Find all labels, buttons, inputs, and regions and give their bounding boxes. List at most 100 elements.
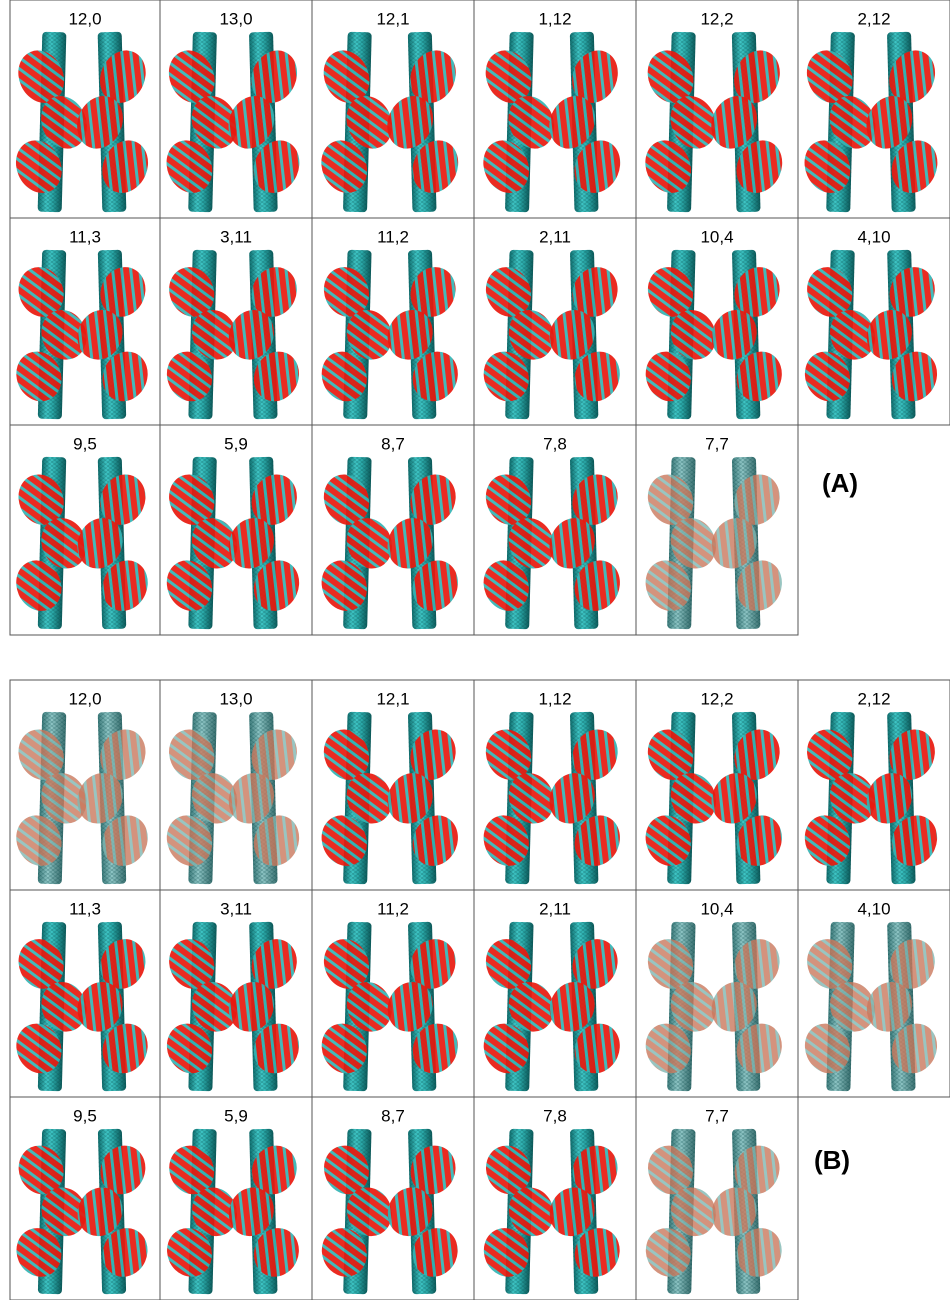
nanotube xyxy=(701,711,791,885)
cell: 4,10 xyxy=(796,218,950,425)
cell-label: 11,3 xyxy=(69,227,101,246)
nanotube xyxy=(218,31,309,213)
cell-label: 3,11 xyxy=(220,899,252,918)
nanotube xyxy=(700,31,791,213)
nanotube xyxy=(377,456,467,630)
cell: 10,4 xyxy=(636,218,798,425)
cell: 1,12 xyxy=(474,680,636,890)
nanotube xyxy=(67,711,157,885)
cell: 2,11 xyxy=(474,218,636,425)
nanotube xyxy=(856,711,946,885)
cell: 7,8 xyxy=(474,425,636,635)
cell: 9,5 xyxy=(7,425,160,635)
panel: 12,0 13,0 12,1 1,12 12,2 2,12 11,3 3,11 11,2 2,11… xyxy=(7,680,950,1300)
nanotube xyxy=(701,456,791,630)
cell-label: 5,9 xyxy=(224,1106,248,1125)
cell: 11,3 xyxy=(7,890,160,1097)
cell: 3,11 xyxy=(158,218,312,425)
figure: 12,0 13,0 12,1 1,12 12,2 2,12 11,3 3,11 11,2 2,11… xyxy=(0,0,950,1300)
nanotube xyxy=(540,1128,629,1295)
nanotube xyxy=(377,249,467,420)
cell: 2,11 xyxy=(474,890,636,1097)
cell: 9,5 xyxy=(7,1097,160,1300)
cell: 2,12 xyxy=(795,0,950,218)
cell-label: 1,12 xyxy=(538,689,571,708)
cell-label: 3,11 xyxy=(220,227,252,246)
cell-label: 12,2 xyxy=(700,689,733,708)
nanotube xyxy=(857,249,947,420)
cell-label: 10,4 xyxy=(700,899,733,918)
cell-label: 2,11 xyxy=(539,899,571,918)
nanotube xyxy=(539,249,629,420)
panel-label: (B) xyxy=(814,1145,850,1175)
cell: 8,7 xyxy=(312,1097,474,1300)
cell-label: 2,12 xyxy=(857,9,890,28)
nanotube xyxy=(218,711,308,885)
nanotube xyxy=(377,711,467,885)
nanotube xyxy=(219,249,309,420)
cell-label: 12,2 xyxy=(700,9,733,28)
cell-label: 9,5 xyxy=(73,1106,97,1125)
cell: 12,1 xyxy=(312,0,474,218)
cell: 5,9 xyxy=(157,425,312,635)
cell: 1,12 xyxy=(474,0,636,218)
cell-label: 12,1 xyxy=(376,9,409,28)
nanotube xyxy=(702,1128,791,1295)
cell-label: 11,2 xyxy=(377,227,409,246)
nanotube xyxy=(539,711,629,885)
nanotube xyxy=(67,1128,156,1295)
cell: 11,3 xyxy=(7,218,160,425)
nanotube xyxy=(377,921,467,1092)
nanotube xyxy=(218,456,308,630)
cell-label: 12,0 xyxy=(68,689,101,708)
nanotube xyxy=(66,31,157,213)
nanotube xyxy=(701,249,791,420)
cell-label: 12,0 xyxy=(68,9,101,28)
cell-label: 11,3 xyxy=(69,899,101,918)
nanotube xyxy=(376,31,467,213)
cell-label: 7,7 xyxy=(705,1106,729,1125)
cell-label: 7,7 xyxy=(705,434,729,453)
cell-label: 13,0 xyxy=(219,689,252,708)
nanotube xyxy=(539,921,629,1092)
cell: 12,2 xyxy=(636,680,798,890)
cell-label: 4,10 xyxy=(857,227,890,246)
nanotube xyxy=(219,1128,308,1295)
cell-label: 1,12 xyxy=(538,9,571,28)
cell-label: 4,10 xyxy=(857,899,890,918)
nanotube xyxy=(219,921,309,1092)
cell: 11,2 xyxy=(312,890,474,1097)
nanotube xyxy=(539,456,629,630)
cell: 13,0 xyxy=(157,0,312,218)
cell-label: 11,2 xyxy=(377,899,409,918)
cell: 8,7 xyxy=(312,425,474,635)
cell: 2,12 xyxy=(795,680,950,890)
nanotube xyxy=(856,31,947,213)
cell: 12,2 xyxy=(636,0,798,218)
nanotube xyxy=(67,456,157,630)
cell-label: 10,4 xyxy=(700,227,733,246)
cell: 12,1 xyxy=(312,680,474,890)
cell-label: 9,5 xyxy=(73,434,97,453)
cell-label: 13,0 xyxy=(219,9,252,28)
cell: 12,0 xyxy=(7,680,160,890)
cell: 7,7 xyxy=(636,1097,798,1300)
cell: 12,0 xyxy=(6,0,160,218)
nanotube xyxy=(701,921,791,1092)
panel-label: (A) xyxy=(822,468,858,498)
cell: 10,4 xyxy=(636,890,798,1097)
cell-label: 8,7 xyxy=(381,1106,405,1125)
cell-label: 12,1 xyxy=(376,689,409,708)
cell: 11,2 xyxy=(312,218,474,425)
nanotube xyxy=(857,921,947,1092)
cell-label: 7,8 xyxy=(543,1106,567,1125)
panel: 12,0 13,0 12,1 1,12 12,2 2,12 11,3 3,11 11,2 2,11… xyxy=(6,0,950,635)
nanotube xyxy=(378,1128,467,1295)
cell-label: 7,8 xyxy=(543,434,567,453)
nanotube xyxy=(67,249,157,420)
cell: 13,0 xyxy=(157,680,312,890)
cell: 4,10 xyxy=(796,890,950,1097)
cell: 5,9 xyxy=(158,1097,312,1300)
cell-label: 2,11 xyxy=(539,227,571,246)
cell: 3,11 xyxy=(158,890,312,1097)
